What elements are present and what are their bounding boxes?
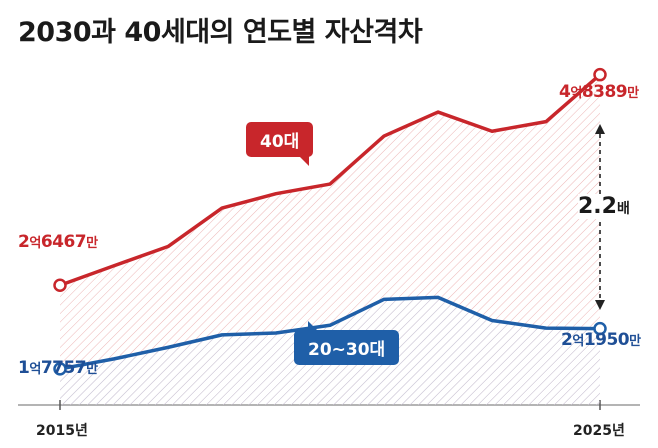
- point-2030s-end: [593, 321, 607, 336]
- x-tick-label-end: 2025년: [573, 423, 625, 439]
- chart-title: 2030과 40세대의 연도별 자산격차: [18, 17, 423, 48]
- point-2030s-start: [53, 362, 67, 376]
- gap-ratio-label: 2.2배: [578, 194, 630, 219]
- point-40s-end: [593, 67, 607, 82]
- value-label-2030s-start: 1억7757만: [18, 358, 98, 378]
- series-line-2030s: [59, 295, 601, 371]
- value-label-40s-start: 2억6467만: [18, 232, 98, 252]
- point-40s-start: [53, 278, 67, 293]
- x-tick-label-start: 2015년: [36, 423, 88, 439]
- series-label-40s: 40대: [246, 122, 314, 166]
- series-label-2030s: 20~30대: [294, 321, 400, 365]
- series-line-40s: [59, 73, 602, 287]
- value-label-40s-end: 4억8389만: [559, 82, 639, 102]
- value-label-2030s-end: 2억1950만: [561, 330, 641, 350]
